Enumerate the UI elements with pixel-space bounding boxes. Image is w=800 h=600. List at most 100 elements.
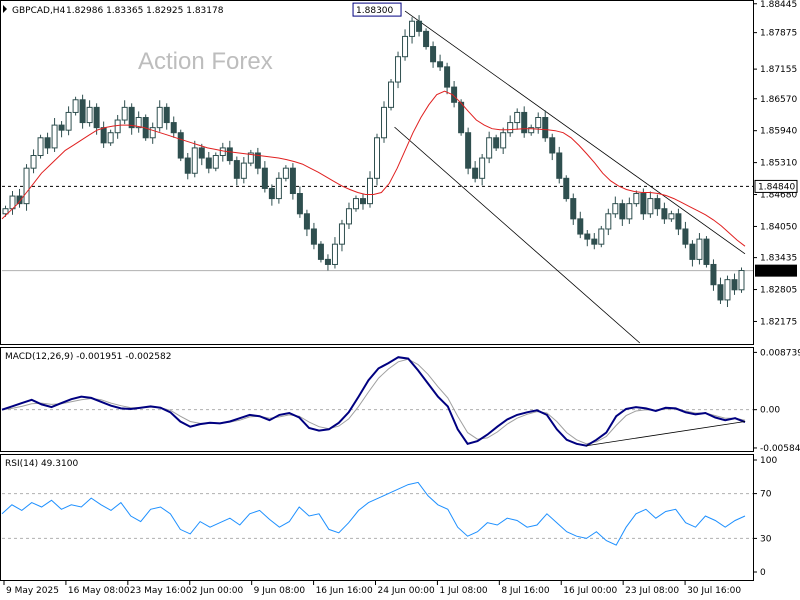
time-tick-label: 16 Jun 16:00: [316, 586, 373, 596]
price-tick-label: 1.84680: [760, 191, 797, 201]
candle-body: [79, 99, 86, 124]
time-tick-label: 8 Jul 16:00: [501, 586, 550, 596]
candle-body: [121, 106, 128, 121]
candle-body: [268, 187, 275, 200]
candle-body: [16, 195, 23, 205]
candle-body: [191, 147, 198, 174]
candle-body: [423, 30, 430, 48]
candle-body: [135, 117, 142, 129]
ohlc-readout: 1.82986 1.83365 1.82925 1.83178: [66, 6, 224, 16]
candle-body: [668, 213, 675, 220]
candle-body: [324, 258, 331, 265]
main-panel-frame: [0, 0, 754, 345]
candle-body: [303, 213, 310, 230]
candle-body: [591, 238, 598, 245]
candle-body: [240, 162, 247, 179]
time-tick-label: 16 May 08:00: [68, 586, 130, 596]
candle-body: [275, 177, 282, 200]
candle-body: [556, 152, 563, 179]
candle-body: [359, 198, 366, 205]
candle-body: [675, 213, 682, 230]
candle-body: [661, 208, 668, 220]
time-tick-label: 1 Jul 08:00: [439, 586, 488, 596]
time-tick-label: 30 Jul 16:00: [687, 586, 741, 596]
candle-body: [682, 228, 689, 245]
trend-channel[interactable]: [394, 10, 746, 344]
candle-body: [2, 208, 9, 215]
rsi-panel-frame: [0, 454, 754, 581]
candle-body: [212, 155, 219, 169]
candle-body: [395, 56, 402, 83]
current-price-box: [755, 264, 797, 277]
macd-tick-label: 0.008739: [760, 348, 800, 358]
candle-body: [605, 213, 612, 230]
candle-body: [352, 198, 359, 210]
macd-trendline: [586, 421, 746, 447]
candle-body: [493, 137, 500, 149]
rsi-tick-label: 70: [760, 490, 772, 500]
candle-body: [731, 279, 738, 291]
price-tick-label: 1.87875: [760, 29, 797, 39]
candle-body: [128, 106, 135, 129]
candle-body: [647, 198, 654, 215]
high-label: 1.88300: [356, 6, 393, 16]
price-tick-label: 1.83435: [760, 254, 797, 264]
rsi-plot: [1, 481, 753, 546]
candle-body: [86, 106, 93, 124]
candle-body: [261, 167, 268, 189]
candle-body: [738, 270, 745, 291]
candle-body: [93, 106, 100, 129]
candle-body: [584, 233, 591, 240]
candle-body: [247, 152, 254, 164]
time-axis: 9 May 2025 16 May 08:00 23 May 16:00 2 Jun …: [3, 581, 741, 596]
candle-body: [30, 155, 37, 169]
time-tick-label: 9 Jun 08:00: [254, 586, 306, 596]
price-tick-label: 1.86570: [760, 95, 797, 105]
candle-body: [289, 167, 296, 195]
time-tick-label: 2 Jun 00:00: [192, 586, 244, 596]
candle-body: [710, 263, 717, 286]
macd-plot: [1, 356, 753, 447]
candle-body: [282, 167, 289, 179]
candle-body: [500, 132, 507, 149]
macd-tick-label: -0.005841: [760, 444, 800, 454]
price-tick-label: 1.87155: [760, 65, 797, 75]
candle-body: [549, 137, 556, 154]
candle-body: [612, 203, 619, 215]
price-tick-label: 1.85310: [760, 159, 797, 169]
price-tick-label: 1.88445: [760, 0, 797, 10]
candle-body: [577, 218, 584, 235]
candle-body: [521, 111, 528, 134]
candle-body: [114, 119, 121, 134]
candle-body: [317, 243, 324, 260]
price-tick-label: 1.82175: [760, 317, 797, 327]
candle-body: [381, 106, 388, 139]
candle-body: [619, 203, 626, 220]
macd-panel-frame: [0, 347, 754, 452]
price-axis: 1.88445 1.87875 1.87155 1.86570 1.85940 1.853…: [753, 0, 797, 327]
candle-body: [345, 208, 352, 225]
chart-header: GBPCAD,H4 1.82986 1.83365 1.82925 1.8317…: [3, 5, 224, 16]
collapse-arrow-icon[interactable]: [3, 5, 7, 13]
watermark: Action Forex: [138, 48, 273, 75]
candle-body: [535, 117, 542, 129]
candle-body: [416, 20, 423, 32]
candle-body: [184, 157, 191, 174]
candle-body: [296, 193, 303, 215]
candle-body: [479, 157, 486, 179]
candle-body: [156, 106, 163, 129]
candle-body: [430, 46, 437, 63]
rsi-tick-label: 100: [760, 456, 777, 466]
candle-body: [444, 66, 451, 88]
macd-title: MACD(12,26,9) -0.001951 -0.002582: [5, 352, 171, 362]
time-tick-label: 24 Jun 00:00: [378, 586, 435, 596]
macd-tick-label: 0.00: [760, 406, 780, 416]
candle-body: [100, 127, 107, 144]
rsi-line: [1, 481, 746, 546]
candle-body: [65, 111, 72, 131]
candle-body: [514, 111, 521, 124]
candle-body: [717, 284, 724, 301]
time-tick-label: 9 May 2025: [6, 586, 59, 596]
candle-body: [233, 160, 240, 179]
